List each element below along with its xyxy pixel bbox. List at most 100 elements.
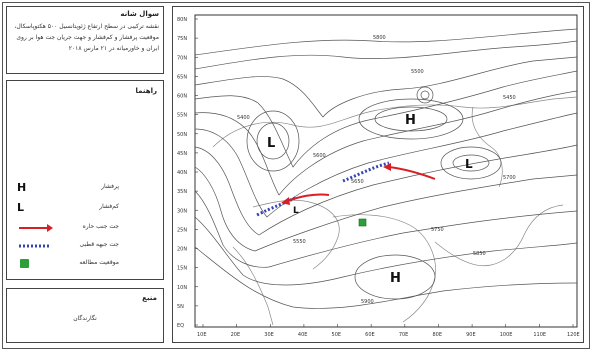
longitude-tick-label: 120E: [567, 332, 580, 338]
latitude-tick-label: 55N: [177, 113, 187, 119]
contour-label: 5900: [361, 299, 374, 305]
low-symbol: L: [17, 201, 25, 214]
latitude-tick-label: EQ: [177, 323, 184, 329]
legend-item-low: L کم‌فشار: [13, 201, 157, 215]
contour-line: [256, 122, 290, 160]
legend-box: راهنما H پرفشار L کم‌فشار جت جنب حاره جت…: [6, 80, 164, 280]
contour-line: [440, 146, 502, 180]
contour-label: 5650: [351, 179, 364, 185]
longitude-tick-label: 50E: [332, 332, 342, 338]
contour-line: [194, 70, 578, 168]
longitude-tick-label: 30E: [264, 332, 274, 338]
source-box: منبع نگارندگان: [6, 288, 164, 343]
contour-line: [452, 154, 490, 172]
caption-description: نقشه ترکیبی در سطح ارتفاع ژئوپتانسیل ۵۰۰…: [14, 23, 159, 52]
contour-label: 5850: [473, 251, 486, 257]
latitude-tick-label: 20N: [177, 247, 187, 253]
subtropical-jet-segment-east: [388, 166, 436, 180]
africa-coast: [232, 246, 274, 326]
legend-item-high: H پرفشار: [13, 181, 157, 195]
contour-line: [194, 90, 578, 196]
longitude-tick-label: 80E: [432, 332, 442, 338]
legend-label-low: کم‌فشار: [99, 203, 119, 210]
pressure-centers: H H L L L: [267, 113, 473, 286]
longitude-tick-label: 90E: [466, 332, 476, 338]
latitude-tick-label: 40N: [177, 170, 187, 176]
contour-label: 5400: [237, 115, 250, 121]
contour-lines: [194, 28, 578, 309]
longitude-tick-label: 40E: [298, 332, 308, 338]
low-center-east: L: [465, 157, 473, 171]
source-title: منبع: [142, 294, 157, 302]
legend-title: راهنما: [135, 87, 157, 95]
longitude-tick-label: 70E: [399, 332, 409, 338]
contour-label: 5550: [293, 239, 306, 245]
contour-value-labels: 5800 5500 5450 5600 5650 5700 5750 5550 …: [237, 35, 516, 305]
legend-label-high: پرفشار: [101, 183, 119, 190]
longitude-tick-label: 20E: [231, 332, 241, 338]
latitude-tick-label: 70N: [177, 55, 187, 61]
map-canvas: 80N 75N 70N 65N 60N 55N 50N 45N 40N 35N 30N 25N 20N 1…: [177, 14, 580, 338]
latitude-tick-label: 35N: [177, 189, 187, 195]
contour-line: [420, 90, 430, 100]
green-dot-icon: [20, 259, 29, 268]
contour-line: [194, 246, 578, 309]
low-center-small: L: [293, 206, 299, 216]
legend-item-polar-jet: جت جبهه قطبی: [13, 239, 157, 253]
legend-label-subtropical-jet: جت جنب حاره: [82, 223, 119, 230]
latitude-tick-label: 75N: [177, 36, 187, 42]
contour-line: [354, 254, 436, 300]
polar-jet-segment-east: [342, 161, 390, 183]
contour-line: [194, 216, 578, 286]
source-value: نگارندگان: [73, 315, 97, 322]
map-plot-area: [194, 14, 578, 328]
contour-line: [358, 98, 464, 140]
arabian-coast: [332, 214, 436, 323]
longitude-tick-label: 60E: [365, 332, 375, 338]
latitude-tick-label: 65N: [177, 74, 187, 80]
latitude-tick-label: 45N: [177, 151, 187, 157]
contour-line: [194, 28, 578, 56]
legend-sidebar: سوال شانه نقشه ترکیبی در سطح ارتفاع ژئوپ…: [6, 6, 164, 343]
synoptic-map: 80N 75N 70N 65N 60N 55N 50N 45N 40N 35N 30N 25N 20N 1…: [172, 6, 584, 343]
subtropical-jet: [281, 163, 436, 205]
contour-line: [246, 110, 300, 172]
high-symbol: H: [17, 181, 27, 194]
latitude-tick-label: 25N: [177, 227, 187, 233]
latitude-tick-label: 30N: [177, 208, 187, 214]
legend-item-study-point: موقعیت مطالعه: [13, 257, 157, 271]
caption-title: سوال شانه: [120, 10, 159, 18]
inland-boundary: [471, 106, 503, 188]
contour-label: 5450: [503, 95, 516, 101]
contour-label: 5600: [313, 153, 326, 159]
latitude-tick-label: 5N: [177, 304, 184, 310]
high-center-south: H: [390, 271, 401, 286]
subtropical-jet-arrowhead: [383, 163, 391, 171]
contour-line: [374, 106, 448, 132]
subtropical-jet-arrowhead: [281, 197, 290, 205]
subtropical-jet-segment-west: [286, 193, 330, 202]
longitude-tick-label: 10E: [197, 332, 207, 338]
contour-label: 5750: [431, 227, 444, 233]
longitude-tick-label: 100E: [500, 332, 513, 338]
contour-line: [194, 56, 578, 118]
latitude-tick-label: 10N: [177, 285, 187, 291]
contour-line: [194, 144, 578, 236]
latitude-tick-label: 50N: [177, 132, 187, 138]
longitude-tick-label: 110E: [533, 332, 546, 338]
contour-line: [194, 166, 578, 252]
longitude-ticks: 10E 20E 30E 40E 50E 60E 70E 80E 90E 100E 110E 120E: [197, 324, 580, 338]
latitude-tick-label: 15N: [177, 266, 187, 272]
coastlines: [212, 96, 578, 326]
contour-label: 5800: [373, 35, 386, 41]
legend-label-polar-jet: جت جبهه قطبی: [79, 241, 119, 248]
contour-label: 5500: [411, 69, 424, 75]
contour-line: [416, 86, 434, 104]
blue-dotted-line-icon: [19, 244, 51, 248]
north-coastline: [212, 96, 578, 148]
latitude-tick-label: 60N: [177, 94, 187, 100]
legend-label-study-point: موقعیت مطالعه: [79, 259, 119, 266]
contour-line: [194, 40, 578, 70]
caption-box: سوال شانه نقشه ترکیبی در سطح ارتفاع ژئوپ…: [6, 6, 164, 74]
latitude-tick-label: 80N: [177, 17, 187, 23]
